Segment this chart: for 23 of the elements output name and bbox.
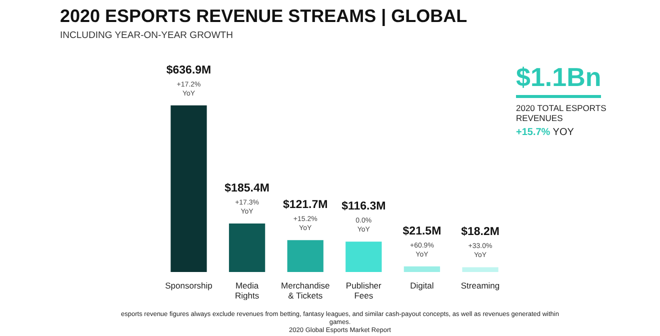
x-tick-label: Digital: [410, 280, 434, 290]
data-label: $185.4M: [224, 182, 270, 194]
text: +15.7% YOY: [516, 127, 575, 138]
text: $1.1Bn: [516, 62, 602, 98]
x-tick-label: Publisher Fees: [346, 280, 382, 300]
bar: [228, 223, 266, 272]
bar: [404, 266, 440, 272]
bar: [462, 267, 498, 272]
chart-title: 2020 ESPORTS REVENUE STREAMS | GLOBAL: [60, 6, 468, 27]
x-tick-label: Streaming: [460, 280, 500, 290]
x-tick-label: Sponsorship: [165, 280, 213, 290]
data-label: $18.2M: [461, 226, 500, 238]
x-tick-label: Media Rights: [234, 280, 260, 300]
bar: [287, 240, 324, 272]
text: 2020 TOTAL ESPORTS REVENUES: [516, 103, 608, 124]
chart-subtitle: INCLUDING YEAR-ON-YEAR GROWTH: [60, 30, 233, 41]
bar: [170, 105, 207, 272]
x-tick-label: Merchandise & Tickets: [281, 280, 330, 300]
bar: [346, 242, 382, 272]
data-label: $121.7M: [282, 199, 328, 212]
data-label: $21.5M: [402, 225, 442, 238]
data-label: $116.3M: [342, 200, 386, 213]
data-label: $636.9M: [166, 64, 212, 76]
